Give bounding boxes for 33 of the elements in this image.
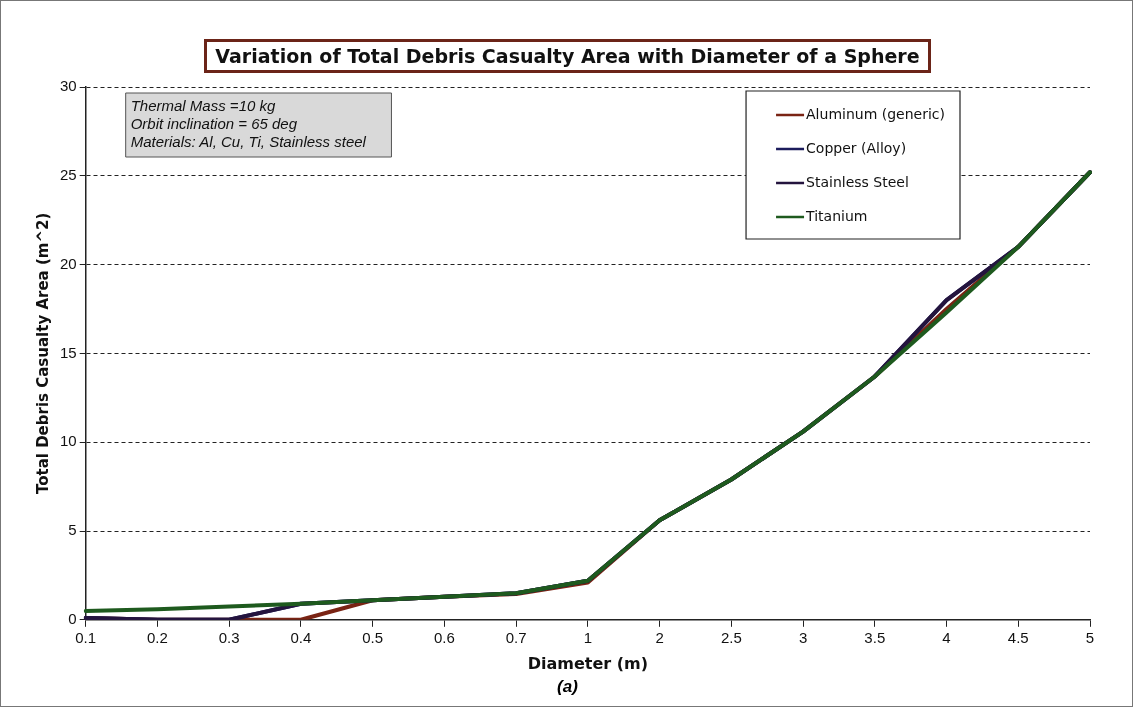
x-tick-label: 2 <box>655 628 664 646</box>
y-tick-label: 25 <box>60 165 77 183</box>
y-tick-label: 10 <box>60 432 77 450</box>
annotation: Orbit inclination = 65 deg <box>130 114 298 132</box>
annotation: Materials: Al, Cu, Ti, Stainless steel <box>130 132 367 150</box>
x-tick-label: 1 <box>583 628 593 646</box>
legend-label: Stainless Steel <box>806 173 909 190</box>
x-tick-label: 0.6 <box>433 628 455 646</box>
legend-label: Aluminum (generic) <box>806 105 946 122</box>
y-tick-label: 0 <box>68 609 77 627</box>
x-axis-title: Diameter (m) <box>527 653 649 673</box>
x-tick-label: 0.2 <box>146 628 168 646</box>
text: (a) <box>556 677 579 697</box>
legend-label: Titanium <box>805 207 868 224</box>
y-tick-label: 20 <box>60 254 77 272</box>
x-tick-label: 4.5 <box>1007 628 1029 646</box>
y-tick-label: 15 <box>60 343 77 361</box>
x-tick-label: 0.7 <box>505 628 527 646</box>
y-tick-label: 30 <box>60 77 77 95</box>
x-tick-label: 3.5 <box>864 628 886 646</box>
x-tick-label: 0.3 <box>218 628 240 646</box>
annotation: Thermal Mass =10 kg <box>130 96 276 114</box>
x-tick-label: 2.5 <box>720 628 742 646</box>
x-tick-label: 0.4 <box>290 628 312 646</box>
x-tick-label: 5 <box>1085 628 1095 646</box>
x-tick-label: 0.1 <box>75 628 97 646</box>
x-tick-label: 4 <box>942 628 951 646</box>
y-tick-label: 5 <box>68 521 77 539</box>
legend-label: Copper (Alloy) <box>806 139 907 156</box>
x-tick-label: 0.5 <box>362 628 384 646</box>
x-tick-label: 3 <box>798 628 808 646</box>
chart-title: Variation of Total Debris Casualty Area with Diameter of a Sphere <box>204 39 931 73</box>
y-axis-title: Total Debris Casualty Area (m^2) <box>33 212 52 495</box>
